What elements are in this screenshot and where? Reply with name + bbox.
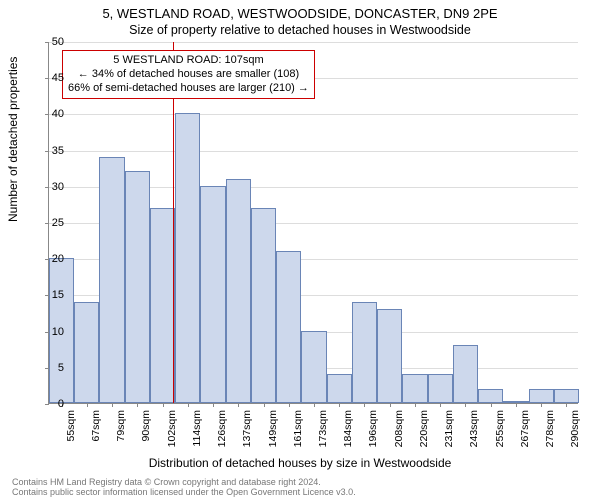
annotation-line-1: 5 WESTLAND ROAD: 107sqm [68,54,309,68]
xtick-mark [465,403,466,407]
chart-title: 5, WESTLAND ROAD, WESTWOODSIDE, DONCASTE… [0,6,600,21]
xtick-label: 90sqm [140,410,152,458]
footer-attribution: Contains HM Land Registry data © Crown c… [12,478,356,498]
xtick-label: 126sqm [216,410,228,458]
xtick-mark [188,403,189,407]
xtick-mark [415,403,416,407]
histogram-bar [251,208,276,403]
xtick-label: 102sqm [166,410,178,458]
ytick-label: 45 [36,72,64,84]
xtick-mark [213,403,214,407]
xtick-label: 208sqm [393,410,405,458]
histogram-bar [402,374,427,403]
ytick-label: 40 [36,108,64,120]
xtick-mark [87,403,88,407]
ytick-label: 5 [36,362,64,374]
ytick-label: 50 [36,36,64,48]
xtick-mark [163,403,164,407]
xtick-label: 196sqm [367,410,379,458]
xtick-label: 55sqm [65,410,77,458]
histogram-bar [276,251,301,403]
histogram-bar [200,186,225,403]
histogram-bar [529,389,554,403]
ytick-label: 25 [36,217,64,229]
xtick-mark [137,403,138,407]
histogram-bar [99,157,124,403]
histogram-bar [226,179,251,403]
xtick-label: 161sqm [292,410,304,458]
xtick-label: 184sqm [342,410,354,458]
histogram-bar [377,309,402,403]
xtick-label: 173sqm [317,410,329,458]
histogram-bar [352,302,377,403]
xtick-label: 267sqm [519,410,531,458]
ytick-label: 20 [36,253,64,265]
xtick-mark [264,403,265,407]
xtick-label: 231sqm [443,410,455,458]
xtick-mark [491,403,492,407]
xtick-mark [541,403,542,407]
x-axis-label: Distribution of detached houses by size … [0,456,600,470]
grid-line [49,151,578,152]
xtick-mark [566,403,567,407]
ytick-label: 0 [36,398,64,410]
footer-line-2: Contains public sector information licen… [12,488,356,498]
ytick-label: 30 [36,181,64,193]
xtick-mark [238,403,239,407]
histogram-bar [175,113,200,403]
grid-line [49,114,578,115]
annotation-box: 5 WESTLAND ROAD: 107sqm ← 34% of detache… [62,50,315,99]
xtick-mark [289,403,290,407]
chart-subtitle: Size of property relative to detached ho… [0,23,600,37]
histogram-bar [74,302,99,403]
histogram-bar [554,389,579,403]
grid-line [49,42,578,43]
xtick-label: 220sqm [418,410,430,458]
xtick-label: 149sqm [267,410,279,458]
xtick-mark [440,403,441,407]
ytick-label: 15 [36,289,64,301]
histogram-bar [428,374,453,403]
annotation-line-3: 66% of semi-detached houses are larger (… [68,82,309,96]
xtick-mark [314,403,315,407]
y-axis-label: Number of detached properties [6,57,20,222]
ytick-label: 10 [36,326,64,338]
histogram-bar [453,345,478,403]
histogram-bar [478,389,503,403]
ytick-label: 35 [36,145,64,157]
xtick-label: 79sqm [115,410,127,458]
xtick-label: 114sqm [191,410,203,458]
xtick-mark [390,403,391,407]
xtick-mark [112,403,113,407]
xtick-label: 137sqm [241,410,253,458]
histogram-bar [125,171,150,403]
histogram-bar [150,208,175,403]
xtick-label: 290sqm [569,410,581,458]
xtick-label: 243sqm [468,410,480,458]
xtick-mark [364,403,365,407]
histogram-bar [327,374,352,403]
xtick-label: 278sqm [544,410,556,458]
histogram-bar [301,331,326,403]
xtick-label: 67sqm [90,410,102,458]
annotation-line-2: ← 34% of detached houses are smaller (10… [68,68,309,82]
xtick-label: 255sqm [494,410,506,458]
xtick-mark [516,403,517,407]
xtick-mark [339,403,340,407]
